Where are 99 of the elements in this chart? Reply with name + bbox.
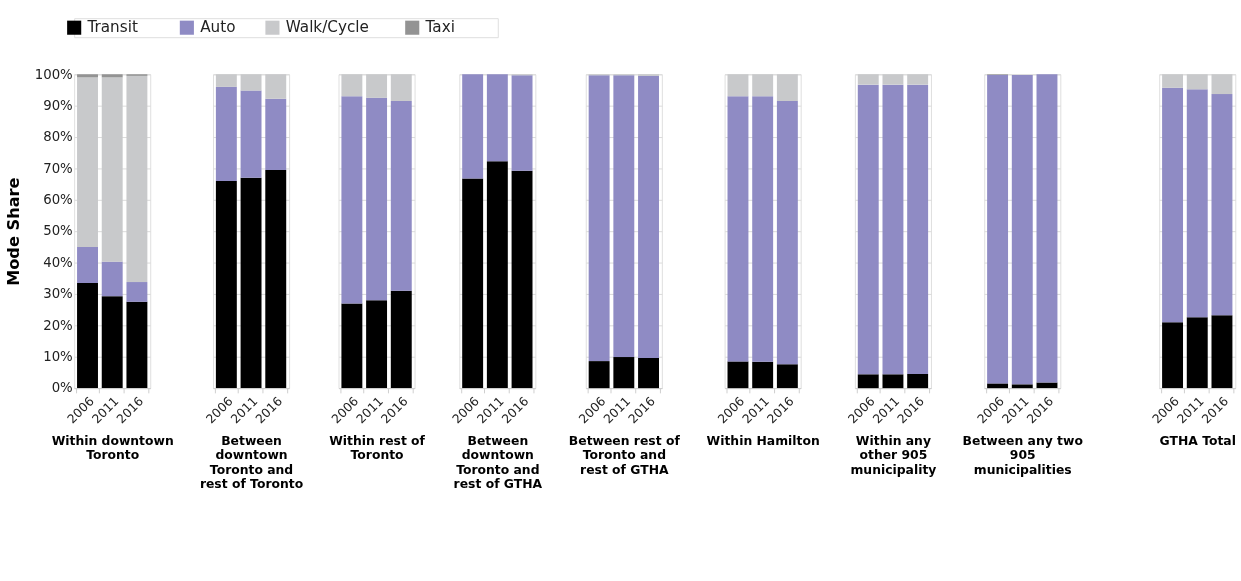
bar <box>727 96 749 362</box>
bar <box>1011 74 1033 385</box>
bar <box>1211 74 1233 95</box>
bar <box>588 361 610 389</box>
bar <box>77 77 98 247</box>
y-tick-label: 70% <box>43 160 73 176</box>
bar <box>588 75 610 362</box>
bar <box>1036 74 1058 383</box>
bar <box>1036 382 1058 389</box>
bar <box>907 74 929 85</box>
bar <box>240 90 262 178</box>
bar <box>366 74 388 98</box>
y-tick-label: 90% <box>43 97 73 113</box>
bar <box>341 96 363 304</box>
bar <box>101 261 123 297</box>
y-axis-title: Mode Share <box>4 177 24 286</box>
bar <box>126 282 148 302</box>
bar <box>1211 94 1233 316</box>
bar <box>215 74 237 87</box>
bar <box>776 100 798 365</box>
bar <box>511 170 533 389</box>
bar <box>101 77 123 262</box>
bar <box>1162 74 1184 88</box>
bar <box>126 75 148 283</box>
bar <box>727 361 749 389</box>
y-tick-label: 60% <box>43 192 73 208</box>
bar <box>240 74 262 91</box>
x-axis-title: Between downtown Toronto and rest of GTHA <box>453 434 543 492</box>
bar <box>486 74 508 162</box>
y-tick-label: 30% <box>43 286 73 302</box>
x-axis-title: Between downtown Toronto and rest of Toronto <box>199 434 304 492</box>
y-tick-label: 10% <box>43 349 73 365</box>
bar <box>366 97 388 301</box>
y-tick-label: 80% <box>43 129 73 145</box>
bar <box>613 75 635 358</box>
legend-label: Transit <box>86 18 138 37</box>
bar <box>77 74 98 78</box>
bar <box>987 383 1009 389</box>
x-axis-title: Between rest of Toronto and rest of GTHA <box>568 434 681 477</box>
bar <box>1211 315 1233 389</box>
bar <box>987 74 1009 384</box>
bar <box>857 374 879 389</box>
bar <box>462 74 484 179</box>
y-tick-label: 0% <box>51 380 73 396</box>
bar <box>341 74 363 97</box>
bar <box>101 296 123 389</box>
bar <box>265 74 287 99</box>
bar <box>1186 89 1208 318</box>
y-tick-label: 50% <box>43 223 73 239</box>
bar <box>126 301 148 389</box>
bar <box>1011 384 1033 389</box>
x-axis-title: Within downtown Toronto <box>51 434 174 463</box>
x-axis-title: Between any two 905 municipalities <box>962 434 1083 477</box>
bar <box>215 180 237 389</box>
bar <box>511 75 533 171</box>
bar <box>101 74 123 78</box>
y-tick-label: 40% <box>43 254 73 270</box>
bar <box>1162 322 1184 389</box>
bar <box>77 246 98 283</box>
bar <box>752 361 774 389</box>
x-axis-title: Within rest of Toronto <box>329 434 426 463</box>
bar <box>486 161 508 389</box>
x-axis-title: GTHA Total <box>1159 434 1236 449</box>
bar <box>638 75 659 358</box>
bar <box>907 373 929 389</box>
y-tick-label: 20% <box>43 317 73 333</box>
bar <box>1162 87 1184 323</box>
legend-label: Taxi <box>424 18 455 37</box>
bar <box>882 84 904 375</box>
bar <box>77 282 98 389</box>
bar <box>390 74 412 101</box>
bar <box>613 357 635 389</box>
bar <box>240 177 262 389</box>
x-axis-title: Within any other 905 municipality <box>850 434 937 477</box>
bar <box>727 74 749 97</box>
bar <box>390 290 412 389</box>
bar <box>390 100 412 291</box>
bar <box>857 74 879 85</box>
bar <box>462 178 484 389</box>
legend-label: Walk/Cycle <box>285 18 369 37</box>
bar <box>1186 317 1208 389</box>
bar <box>366 300 388 389</box>
bar <box>1186 74 1208 90</box>
bar <box>882 374 904 389</box>
bar <box>907 84 929 374</box>
bar <box>341 303 363 389</box>
bar <box>776 364 798 389</box>
bar <box>752 96 774 362</box>
bar <box>215 86 237 181</box>
x-axis-title: Within Hamilton <box>706 434 820 449</box>
bar <box>752 74 774 97</box>
bar <box>776 74 798 101</box>
y-tick-label: 100% <box>34 66 73 82</box>
legend-label: Auto <box>200 18 236 37</box>
bar <box>857 84 879 375</box>
bar <box>882 74 904 85</box>
bar <box>265 98 287 171</box>
bar <box>265 170 287 389</box>
bar <box>638 357 659 389</box>
